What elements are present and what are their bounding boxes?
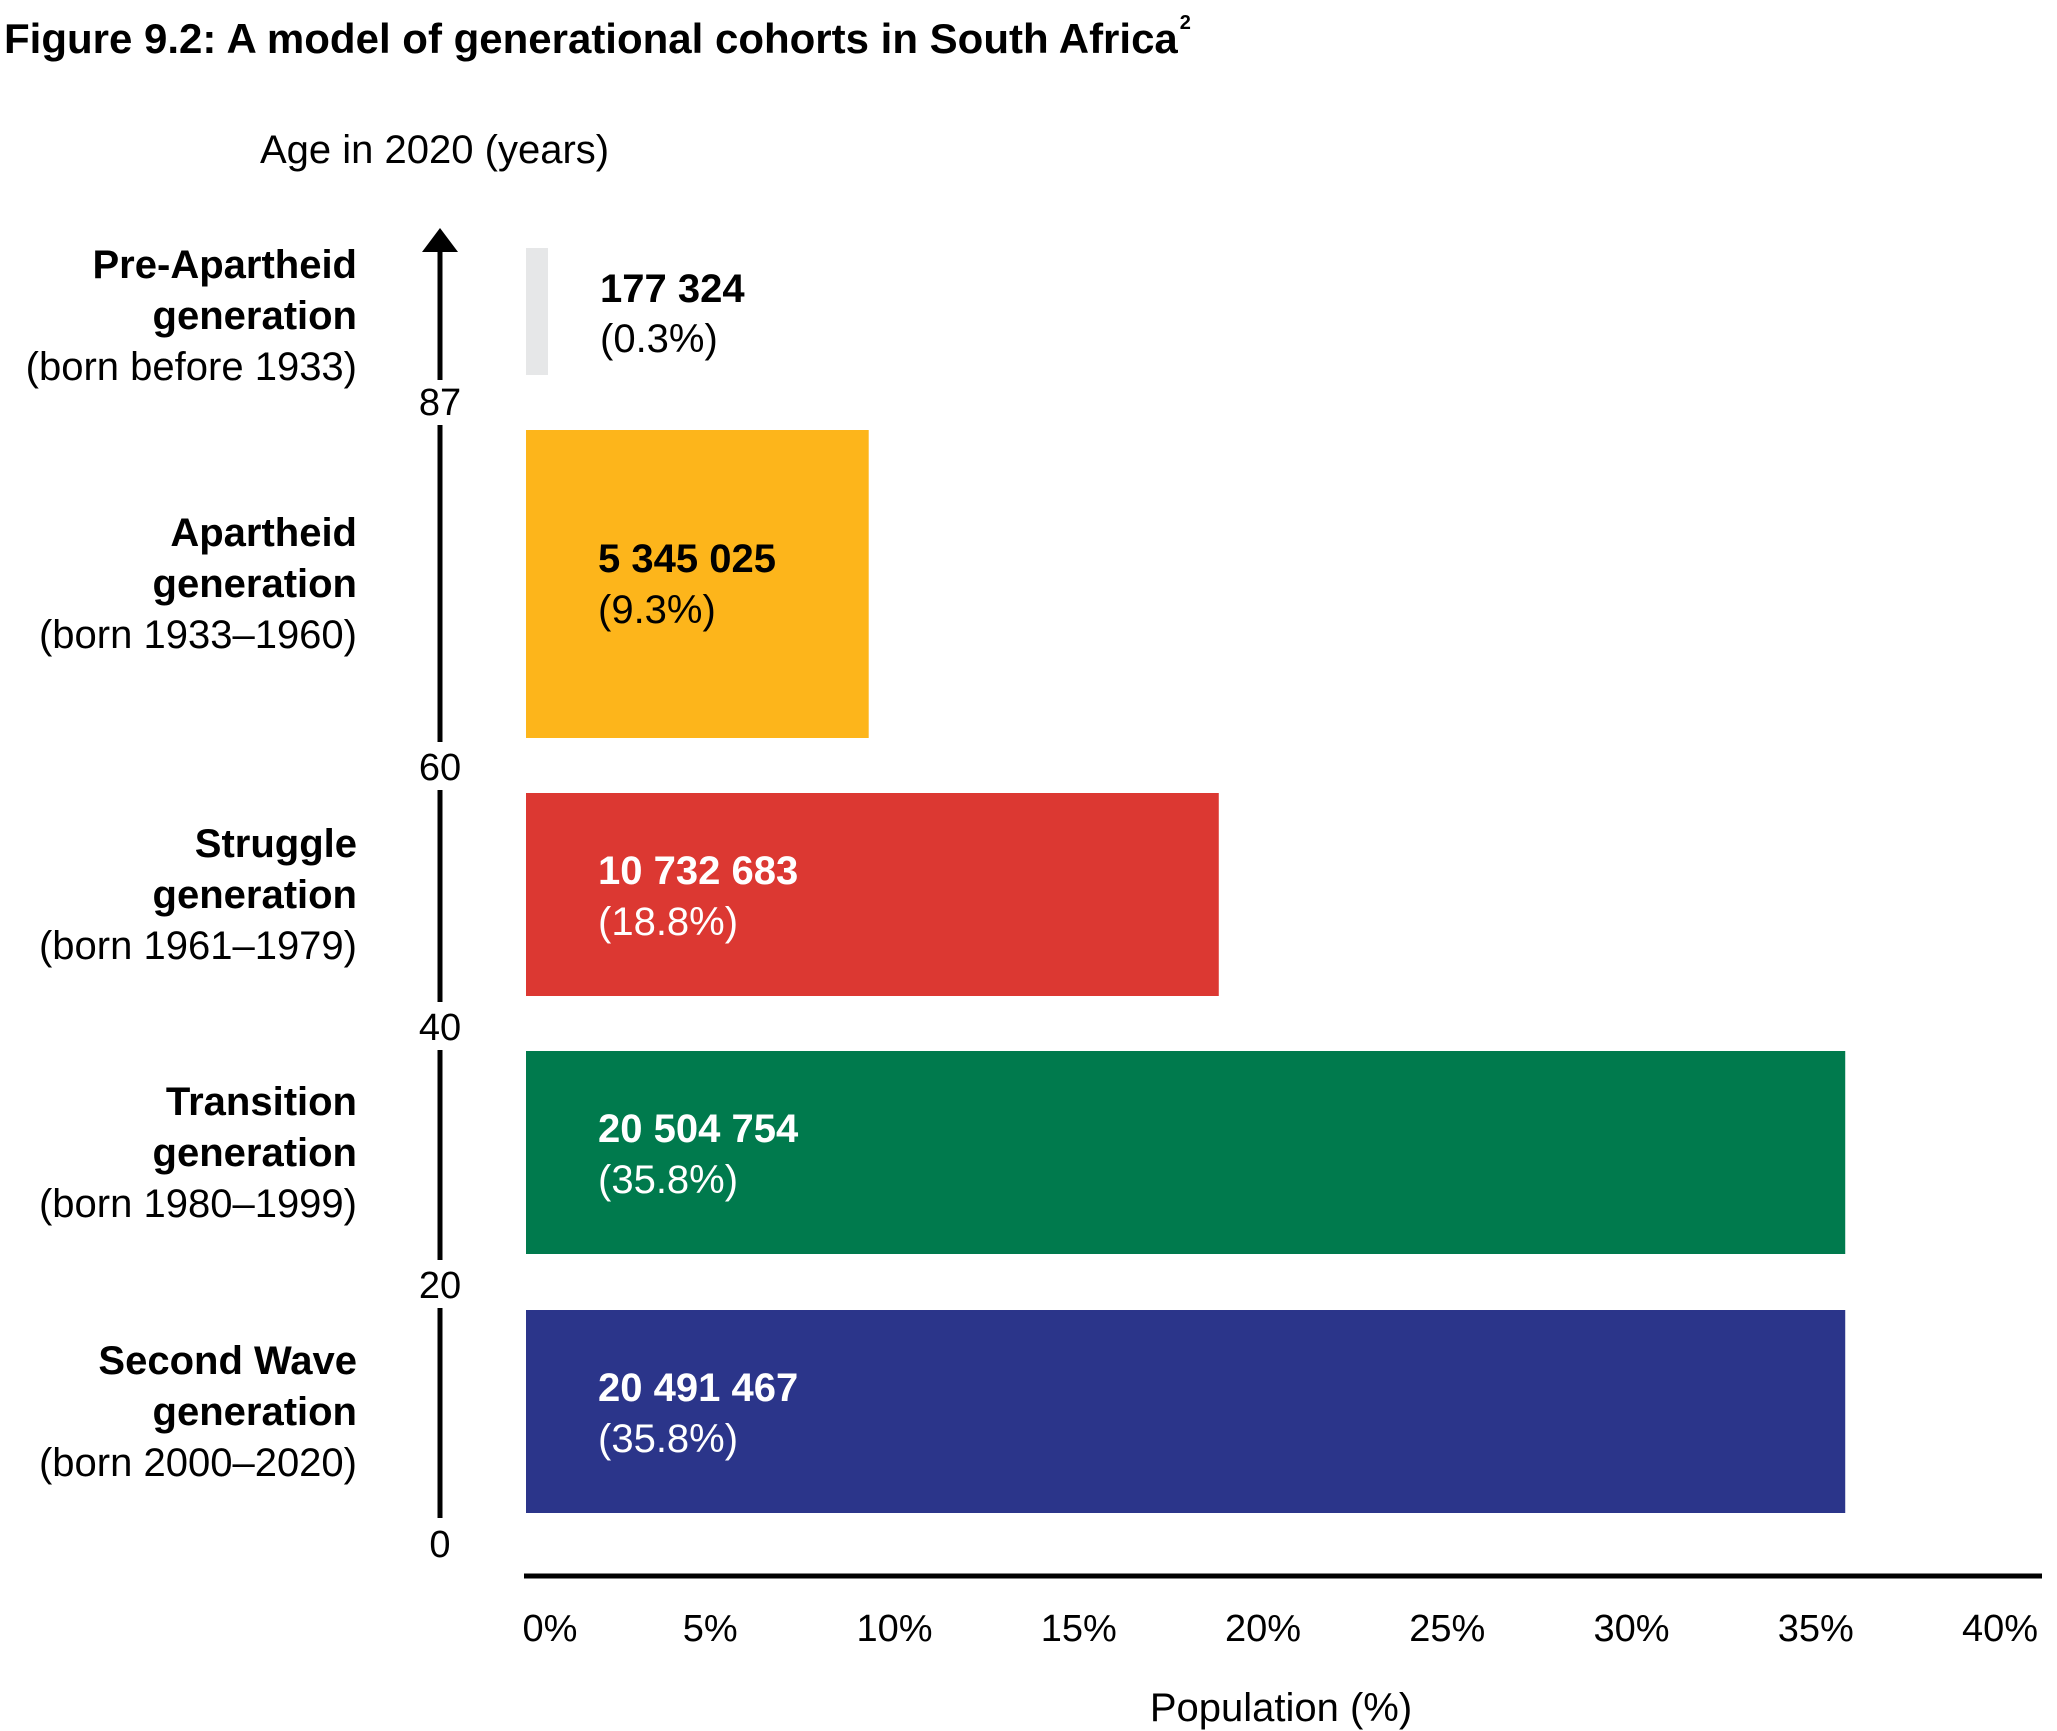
age-tick-label: 0 (429, 1524, 450, 1566)
x-tick-label: 5% (683, 1608, 738, 1650)
age-tick-label: 87 (419, 382, 461, 424)
generation-label-transition: Transition generation (born 1980–1999) (0, 1077, 357, 1230)
bar-value-label: 20 504 754 (598, 1107, 799, 1151)
bar-percent-label: (35.8%) (598, 1158, 738, 1202)
generation-word: generation (152, 1131, 357, 1175)
bar-percent-label: (0.3%) (600, 317, 718, 361)
bar-value-label: 177 324 (600, 267, 745, 311)
bar (526, 1310, 1846, 1513)
x-tick-label: 35% (1778, 1608, 1854, 1650)
generation-name: Transition (165, 1080, 357, 1124)
bar-value-label: 20 491 467 (598, 1366, 798, 1410)
x-axis-title: Population (%) (1149, 1686, 1413, 1730)
generation-born-range: (born 1933–1960) (38, 613, 357, 657)
x-tick-label: 10% (856, 1608, 932, 1650)
generation-born-range: (born 1980–1999) (38, 1182, 357, 1226)
generation-label-struggle: Struggle generation (born 1961–1979) (0, 819, 357, 972)
age-tick-label: 20 (419, 1265, 461, 1307)
age-tick-label: 40 (419, 1007, 461, 1049)
generation-word: generation (152, 1390, 357, 1434)
x-tick-label: 0% (523, 1608, 578, 1650)
generation-name: Struggle (194, 822, 357, 866)
generation-label-apartheid: Apartheid generation (born 1933–1960) (0, 508, 357, 661)
age-axis-arrow-icon (422, 228, 458, 252)
bar (526, 430, 869, 738)
x-tick-label: 20% (1225, 1608, 1301, 1650)
generation-word: generation (152, 294, 357, 338)
bar-percent-label: (35.8%) (598, 1417, 738, 1461)
x-tick-label: 40% (1962, 1608, 2038, 1650)
bar-value-label: 10 732 683 (598, 849, 798, 893)
generation-word: generation (152, 562, 357, 606)
bar-value-label: 5 345 025 (598, 537, 776, 581)
figure-title-footnote: 2 (1179, 12, 1191, 34)
age-tick-label: 60 (419, 747, 461, 789)
figure-title-text: Figure 9.2: A model of generational coho… (4, 15, 1178, 62)
bar (526, 248, 548, 375)
generation-name: Second Wave (98, 1339, 357, 1383)
y-axis-title: Age in 2020 (years) (260, 128, 610, 172)
generation-born-range: (born 2000–2020) (38, 1441, 357, 1485)
figure-title: Figure 9.2: A model of generational coho… (4, 12, 1191, 63)
x-tick-label: 30% (1593, 1608, 1669, 1650)
generation-born-range: (born 1961–1979) (38, 924, 357, 968)
generation-name: Pre-Apartheid (92, 243, 358, 287)
x-tick-label: 25% (1409, 1608, 1485, 1650)
generation-born-range: (born before 1933) (25, 345, 357, 389)
bar (526, 1051, 1846, 1254)
bar-percent-label: (18.8%) (598, 900, 738, 944)
bar (526, 793, 1219, 996)
generation-label-pre-apartheid: Pre-Apartheid generation (born before 19… (0, 240, 357, 393)
generation-name: Apartheid (170, 511, 357, 555)
generation-label-second-wave: Second Wave generation (born 2000–2020) (0, 1336, 357, 1489)
bar-percent-label: (9.3%) (598, 588, 716, 632)
generation-word: generation (152, 873, 357, 917)
x-tick-label: 15% (1041, 1608, 1117, 1650)
